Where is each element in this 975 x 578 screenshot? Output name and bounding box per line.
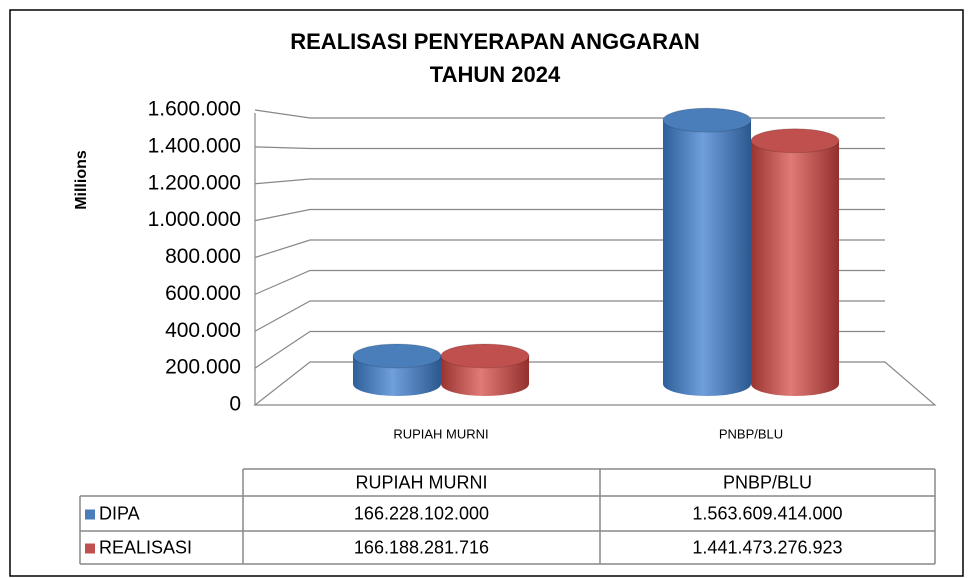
table-value: 166.188.281.716 [354, 537, 489, 557]
y-tick-label: 1.200.000 [148, 171, 241, 194]
table-value: 1.441.473.276.923 [692, 537, 842, 557]
bar [662, 107, 752, 396]
bar [750, 128, 840, 396]
table-header: RUPIAH MURNI [355, 472, 487, 492]
legend-label: REALISASI [99, 537, 192, 557]
chart-title: TAHUN 2024 [430, 62, 561, 87]
bar [352, 343, 442, 396]
legend-swatch [85, 509, 95, 520]
bar-top [352, 343, 442, 369]
y-tick-label: 0 [229, 393, 241, 416]
x-tick-label: PNBP/BLU [719, 426, 783, 441]
y-tick-label: 1.600.000 [148, 98, 241, 121]
x-tick-label: RUPIAH MURNI [393, 426, 488, 441]
table-value: 1.563.609.414.000 [692, 503, 842, 523]
y-tick-label: 200.000 [165, 356, 241, 379]
y-tick-label: 400.000 [165, 319, 241, 342]
y-tick-label: 1.000.000 [148, 208, 241, 231]
table-value: 166.228.102.000 [354, 503, 489, 523]
bar [440, 343, 530, 396]
legend-label: DIPA [99, 503, 140, 523]
y-axis-title: Millions [73, 150, 90, 210]
y-tick-label: 800.000 [165, 245, 241, 268]
bar-body [663, 120, 751, 396]
bar-body [751, 140, 839, 396]
y-tick-label: 600.000 [165, 282, 241, 305]
chart-title: REALISASI PENYERAPAN ANGGARAN [290, 29, 699, 54]
table-header: PNBP/BLU [723, 472, 812, 492]
bar-top [750, 128, 840, 154]
bar-top [662, 107, 752, 133]
bar-top [440, 343, 530, 369]
y-tick-label: 1.400.000 [148, 134, 241, 157]
legend-swatch [85, 543, 95, 554]
